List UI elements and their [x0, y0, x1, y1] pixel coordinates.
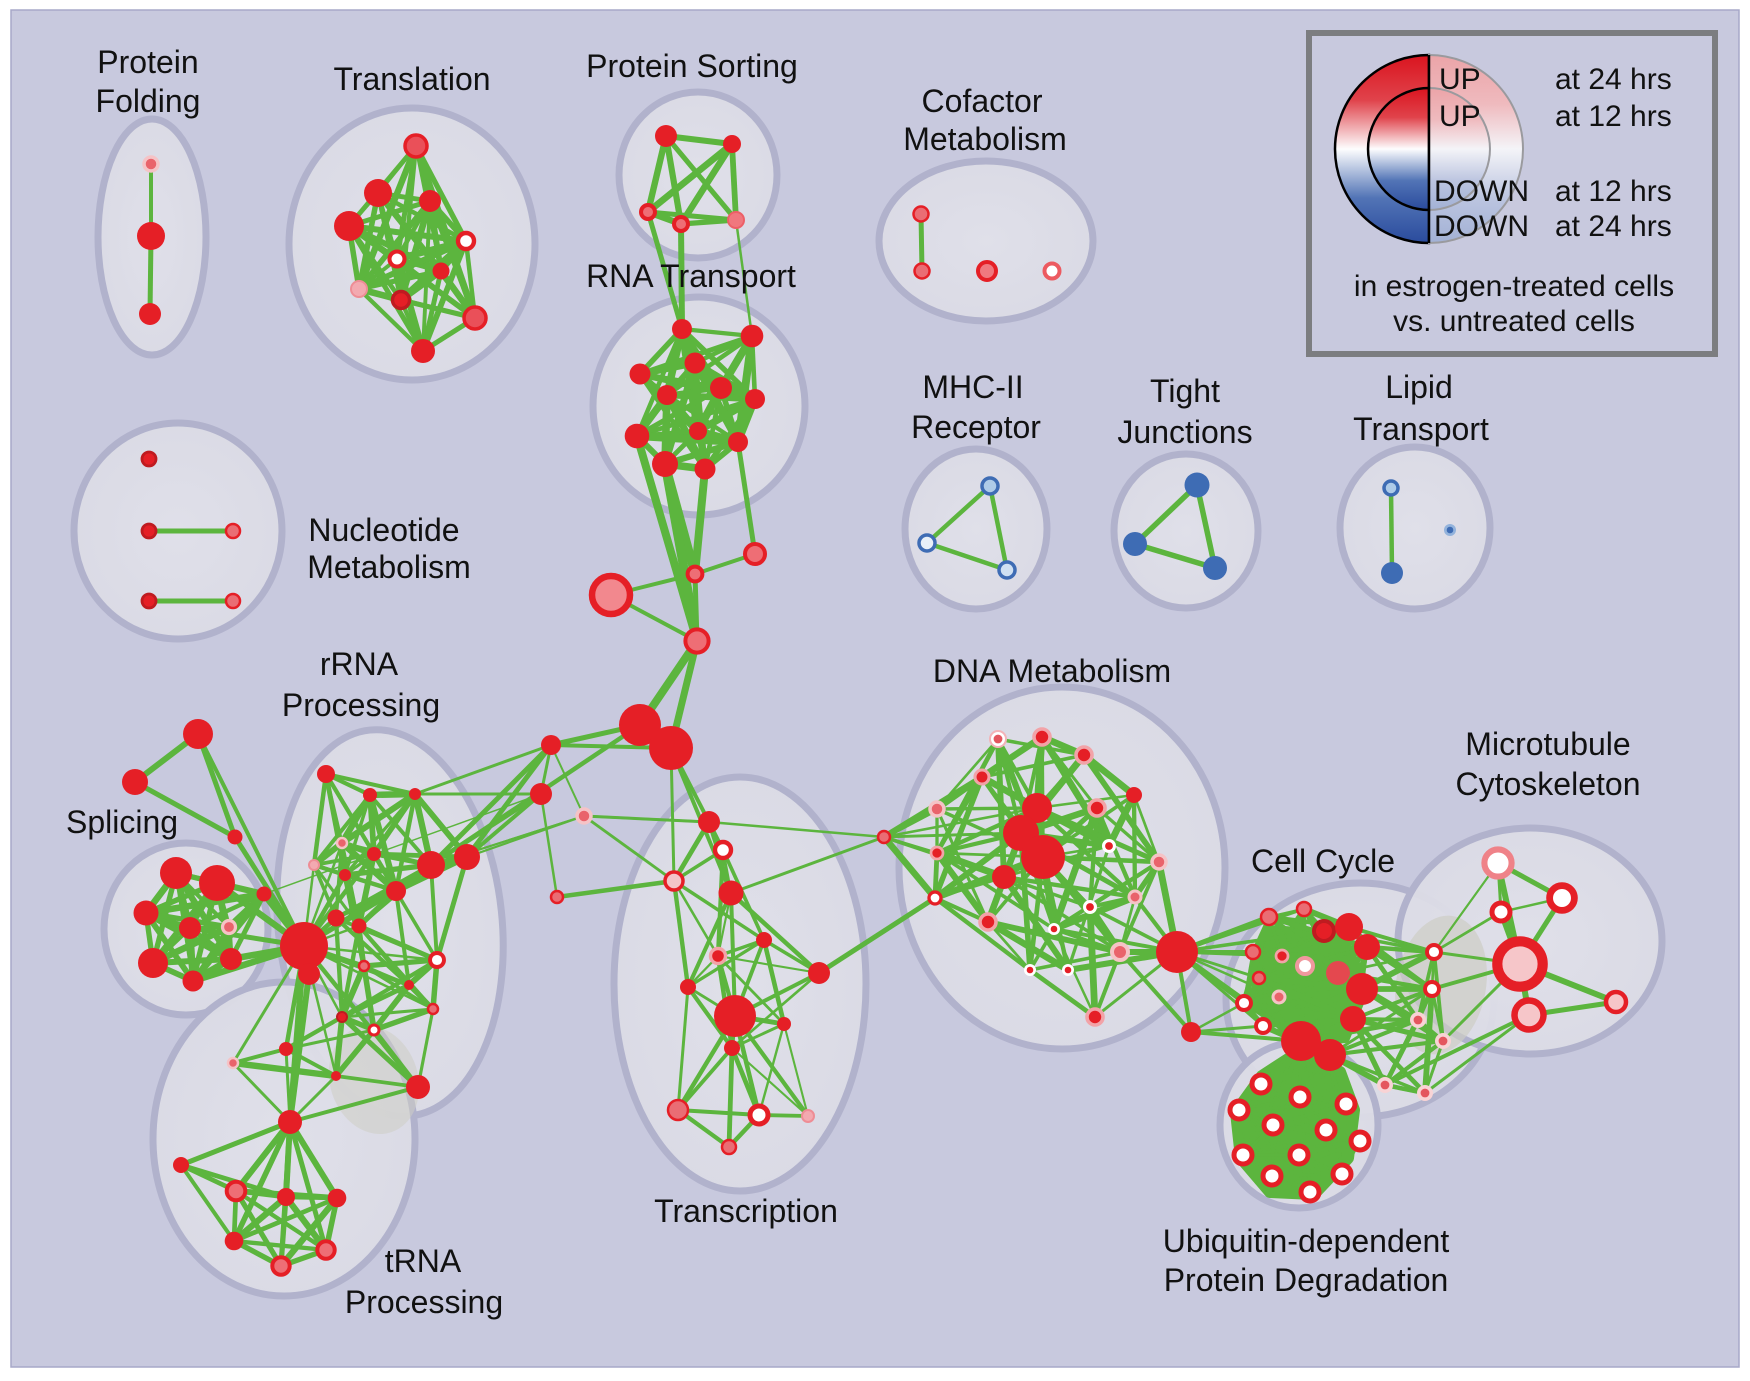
svg-text:Lipid: Lipid [1385, 369, 1453, 405]
svg-text:Cytoskeleton: Cytoskeleton [1456, 766, 1641, 802]
svg-text:Protein: Protein [97, 44, 198, 80]
svg-text:Junctions: Junctions [1117, 414, 1252, 450]
svg-text:Folding: Folding [96, 83, 201, 119]
svg-text:Splicing: Splicing [66, 804, 178, 840]
svg-text:in estrogen-treated cells: in estrogen-treated cells [1354, 270, 1674, 303]
svg-text:Microtubule: Microtubule [1465, 726, 1630, 762]
svg-text:Protein Sorting: Protein Sorting [586, 48, 798, 84]
svg-text:UP: UP [1439, 63, 1481, 96]
svg-text:Ubiquitin-dependent: Ubiquitin-dependent [1163, 1223, 1450, 1259]
svg-text:Receptor: Receptor [911, 409, 1041, 445]
svg-text:Cofactor: Cofactor [922, 83, 1043, 119]
svg-text:tRNA: tRNA [385, 1243, 462, 1279]
svg-text:Processing: Processing [282, 687, 440, 723]
svg-text:Transport: Transport [1353, 411, 1489, 447]
svg-text:at 12 hrs: at 12 hrs [1555, 175, 1672, 208]
svg-text:at 12 hrs: at 12 hrs [1555, 100, 1672, 133]
svg-text:Processing: Processing [345, 1284, 503, 1320]
svg-text:Metabolism: Metabolism [307, 549, 471, 585]
svg-text:at 24 hrs: at 24 hrs [1555, 63, 1672, 96]
svg-text:DNA Metabolism: DNA Metabolism [933, 653, 1171, 689]
svg-text:rRNA: rRNA [320, 646, 399, 682]
svg-text:vs. untreated cells: vs. untreated cells [1393, 305, 1635, 338]
svg-text:UP: UP [1439, 100, 1481, 133]
svg-text:at 24 hrs: at 24 hrs [1555, 210, 1672, 243]
svg-text:MHC-II: MHC-II [922, 369, 1023, 405]
svg-text:Protein Degradation: Protein Degradation [1164, 1262, 1449, 1298]
svg-text:Tight: Tight [1150, 373, 1220, 409]
svg-text:DOWN: DOWN [1434, 175, 1529, 208]
svg-text:DOWN: DOWN [1434, 210, 1529, 243]
svg-text:Cell Cycle: Cell Cycle [1251, 843, 1395, 879]
svg-text:Nucleotide: Nucleotide [308, 512, 459, 548]
svg-text:Translation: Translation [333, 61, 490, 97]
svg-text:Metabolism: Metabolism [903, 121, 1067, 157]
svg-text:RNA Transport: RNA Transport [586, 258, 796, 294]
svg-text:Transcription: Transcription [654, 1193, 838, 1229]
